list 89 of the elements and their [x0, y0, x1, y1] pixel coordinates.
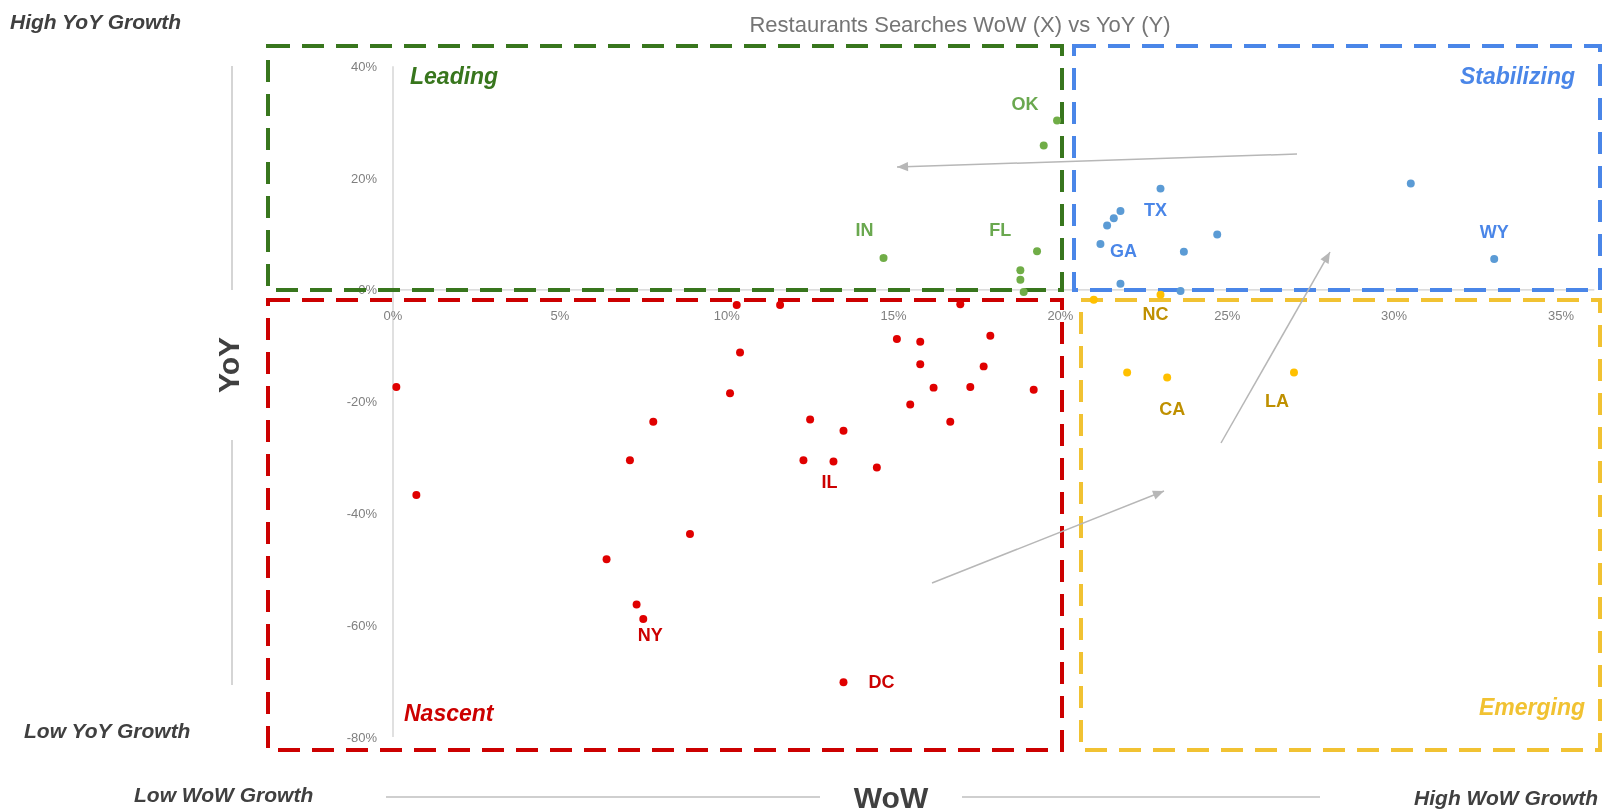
x-tick-label: 0%: [383, 308, 403, 324]
point: [736, 348, 745, 357]
point: [1163, 373, 1172, 382]
x-tick-label: 20%: [1047, 308, 1074, 324]
annotation: GA: [1109, 240, 1137, 261]
x-tick-label: 15%: [880, 308, 907, 324]
point: [1156, 290, 1165, 299]
point: [726, 389, 735, 398]
point: [1290, 368, 1298, 377]
point: [946, 417, 955, 426]
point: [649, 417, 658, 426]
text: Low WoW Growth: [134, 782, 314, 806]
point: [1033, 247, 1042, 256]
y-tick-label: -80%: [346, 729, 378, 745]
point: [1116, 207, 1125, 215]
point: [1019, 288, 1028, 297]
annotation: LA: [1264, 390, 1289, 411]
point: [686, 530, 694, 539]
annotation: TX: [1144, 199, 1168, 220]
point: [872, 463, 881, 472]
point: [929, 383, 938, 392]
point: [892, 335, 901, 343]
annotation: IN: [855, 219, 874, 240]
y-tick-label: 20%: [350, 170, 378, 186]
annotation: Emerging: [1478, 694, 1585, 720]
y-axis-title: YoY: [211, 336, 245, 394]
text: High WoW Growth: [1414, 785, 1598, 809]
annotation: NC: [1142, 303, 1169, 324]
y-tick-label: -40%: [346, 505, 378, 521]
y-tick-label: 40%: [350, 58, 378, 74]
point: [1053, 116, 1062, 125]
point: [839, 426, 848, 435]
point: [1016, 275, 1025, 284]
annotation: FL: [989, 220, 1012, 241]
point: [1016, 266, 1025, 275]
point: [956, 300, 965, 309]
point: [625, 456, 634, 465]
x-tick-label: 35%: [1547, 308, 1575, 324]
point: [986, 331, 995, 340]
annotation: CA: [1159, 398, 1186, 419]
point: [966, 383, 975, 392]
x-tick-label: 5%: [550, 308, 570, 324]
annotation: Nascent: [404, 700, 495, 726]
point: [1096, 239, 1105, 248]
point: [1109, 214, 1118, 223]
annotation: NY: [637, 625, 663, 646]
annotation: Stabilizing: [1460, 63, 1575, 89]
annotation: WY: [1479, 222, 1509, 243]
point: [1116, 279, 1125, 288]
point: [1089, 295, 1098, 304]
point: [1179, 247, 1188, 256]
point: [1213, 230, 1222, 239]
point: [1123, 368, 1132, 377]
annotation: DC: [868, 672, 895, 693]
point: [879, 253, 888, 262]
chart-title: Restaurants Searches WoW (X) vs YoY (Y): [749, 12, 1171, 37]
point: [392, 383, 401, 392]
point: [916, 360, 925, 369]
x-tick-label: 10%: [713, 308, 741, 324]
point: [412, 490, 421, 499]
y-tick-label: -60%: [346, 617, 378, 633]
point: [632, 600, 641, 609]
point: [839, 678, 848, 687]
point: [799, 456, 808, 465]
point: [639, 615, 648, 624]
point: [1406, 179, 1415, 188]
point: [979, 362, 988, 371]
x-axis-title: WoW: [853, 780, 929, 812]
point: [602, 555, 611, 564]
annotation: Leading: [410, 63, 499, 89]
point: [1176, 286, 1185, 295]
point: [806, 415, 815, 424]
x-tick-label: 25%: [1214, 308, 1241, 324]
text: Low YoY Growth: [24, 718, 191, 742]
point: [829, 457, 838, 466]
point: [1156, 184, 1165, 193]
annotation: IL: [821, 472, 838, 493]
point: [1039, 141, 1048, 150]
point: [776, 300, 785, 309]
annotation: OK: [1011, 94, 1039, 115]
y-tick-label: -20%: [346, 394, 378, 410]
point: [906, 400, 915, 409]
point: [1029, 385, 1038, 394]
point: [916, 337, 925, 346]
point: [1490, 255, 1499, 264]
x-tick-label: 30%: [1381, 308, 1408, 324]
text: High YoY Growth: [10, 9, 182, 33]
point: [732, 300, 741, 309]
point: [1103, 221, 1112, 230]
